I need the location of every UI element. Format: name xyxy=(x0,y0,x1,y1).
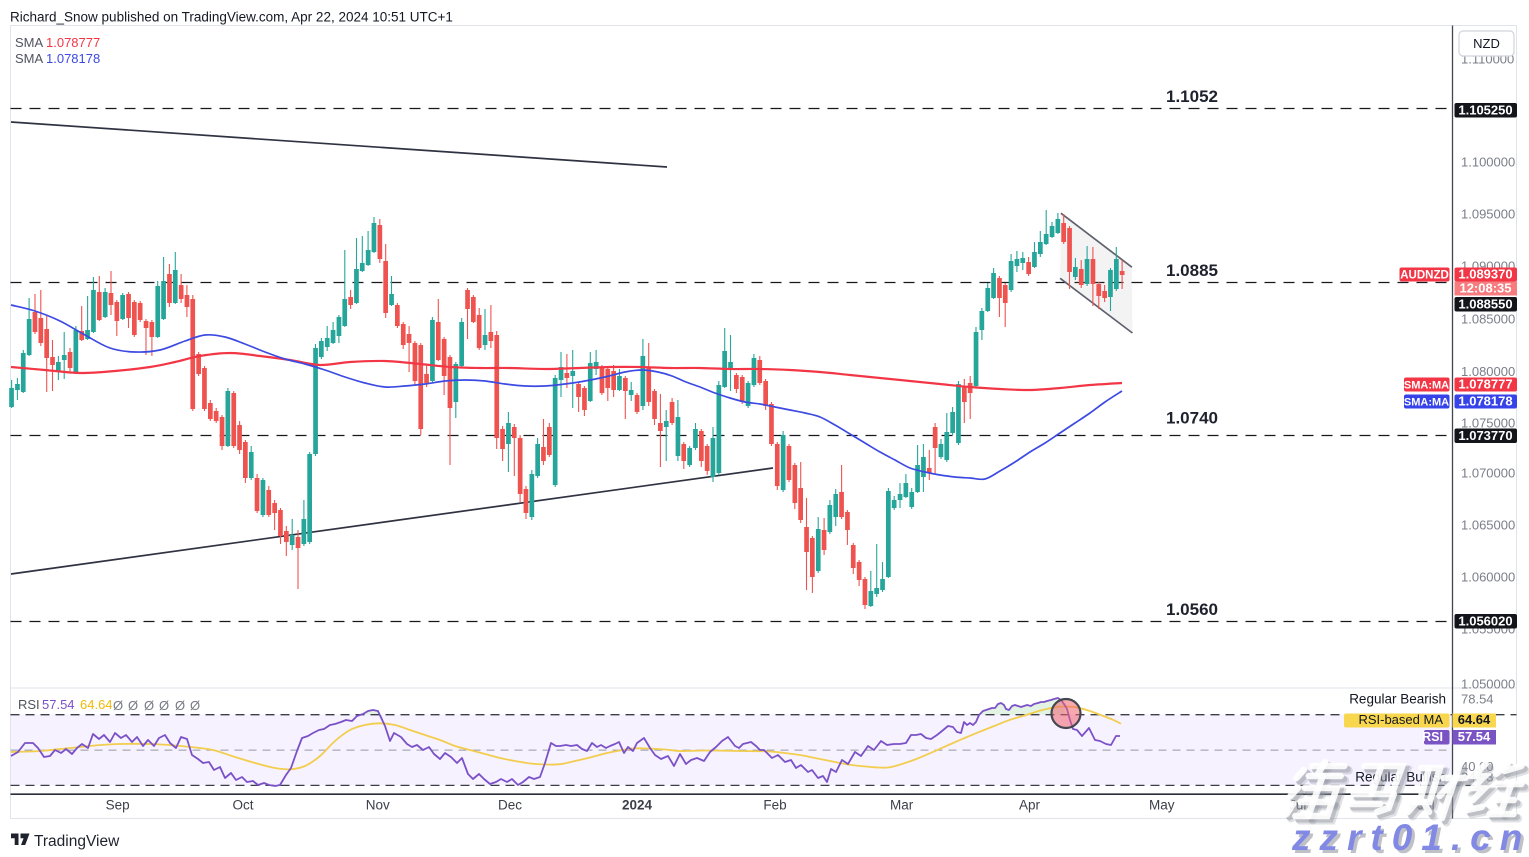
svg-text:Nov: Nov xyxy=(366,798,390,813)
svg-text:Ø: Ø xyxy=(159,698,169,713)
svg-text:SMA: SMA xyxy=(15,51,44,66)
svg-text:1.065000: 1.065000 xyxy=(1461,518,1515,533)
svg-text:Richard_Snow published on Trad: Richard_Snow published on TradingView.co… xyxy=(10,10,453,25)
svg-text:1.089370: 1.089370 xyxy=(1458,267,1512,282)
svg-text:Dec: Dec xyxy=(498,798,522,813)
svg-text:1.070000: 1.070000 xyxy=(1461,466,1515,481)
svg-text:1.056020: 1.056020 xyxy=(1458,614,1512,629)
svg-text:1.078178: 1.078178 xyxy=(1458,394,1512,409)
svg-text:Ø: Ø xyxy=(175,698,185,713)
svg-text:12:08:35: 12:08:35 xyxy=(1459,281,1511,296)
svg-text:Sep: Sep xyxy=(106,798,130,813)
svg-text:Ø: Ø xyxy=(144,698,154,713)
svg-text:57.54: 57.54 xyxy=(1458,729,1491,744)
svg-text:1.080000: 1.080000 xyxy=(1461,364,1515,379)
svg-text:Ø: Ø xyxy=(190,698,200,713)
svg-text:57.54: 57.54 xyxy=(42,697,75,712)
svg-text:1.050000: 1.050000 xyxy=(1461,677,1515,692)
svg-text:1.078178: 1.078178 xyxy=(46,51,100,66)
svg-text:1.075000: 1.075000 xyxy=(1461,416,1515,431)
svg-text:1.0740: 1.0740 xyxy=(1166,409,1218,428)
svg-text:NZD: NZD xyxy=(1473,36,1500,51)
svg-text:1.1052: 1.1052 xyxy=(1166,87,1218,106)
svg-text:1.088550: 1.088550 xyxy=(1458,297,1512,312)
svg-text:TradingView: TradingView xyxy=(34,833,120,850)
svg-text:78.54: 78.54 xyxy=(1461,692,1494,707)
svg-text:SMA:MA: SMA:MA xyxy=(1404,397,1449,409)
svg-text:Apr: Apr xyxy=(1019,798,1041,813)
svg-text:1.085000: 1.085000 xyxy=(1461,312,1515,327)
svg-text:Ø: Ø xyxy=(113,698,123,713)
svg-text:1.105250: 1.105250 xyxy=(1458,103,1512,118)
svg-text:Oct: Oct xyxy=(232,798,253,813)
svg-text:1.078777: 1.078777 xyxy=(1458,377,1512,392)
svg-text:2024: 2024 xyxy=(622,798,653,813)
svg-text:64.64: 64.64 xyxy=(1458,712,1491,727)
svg-text:SMA: SMA xyxy=(15,35,44,50)
svg-text:1.100000: 1.100000 xyxy=(1461,155,1515,170)
svg-text:zzrt01.cn: zzrt01.cn xyxy=(1294,820,1529,857)
svg-text:zzrt01.cn: zzrt01.cn xyxy=(1291,817,1529,857)
svg-text:Feb: Feb xyxy=(763,798,786,813)
svg-text:Mar: Mar xyxy=(890,798,914,813)
svg-text:RSI: RSI xyxy=(18,697,40,712)
svg-text:RSI: RSI xyxy=(1422,730,1443,744)
svg-text:64.64: 64.64 xyxy=(80,697,113,712)
svg-text:1.060000: 1.060000 xyxy=(1461,570,1515,585)
svg-text:1.073770: 1.073770 xyxy=(1458,428,1512,443)
svg-text:Regular Bearish: Regular Bearish xyxy=(1349,692,1446,707)
svg-text:Ø: Ø xyxy=(128,698,138,713)
svg-text:1.078777: 1.078777 xyxy=(46,35,100,50)
svg-text:SMA:MA: SMA:MA xyxy=(1404,380,1449,392)
svg-text:AUDNZD: AUDNZD xyxy=(1400,270,1449,282)
svg-text:1.0885: 1.0885 xyxy=(1166,261,1218,280)
svg-text:1.0560: 1.0560 xyxy=(1166,600,1218,619)
svg-text:RSI-based MA: RSI-based MA xyxy=(1358,712,1443,727)
svg-text:1.095000: 1.095000 xyxy=(1461,207,1515,222)
svg-text:May: May xyxy=(1149,798,1175,813)
